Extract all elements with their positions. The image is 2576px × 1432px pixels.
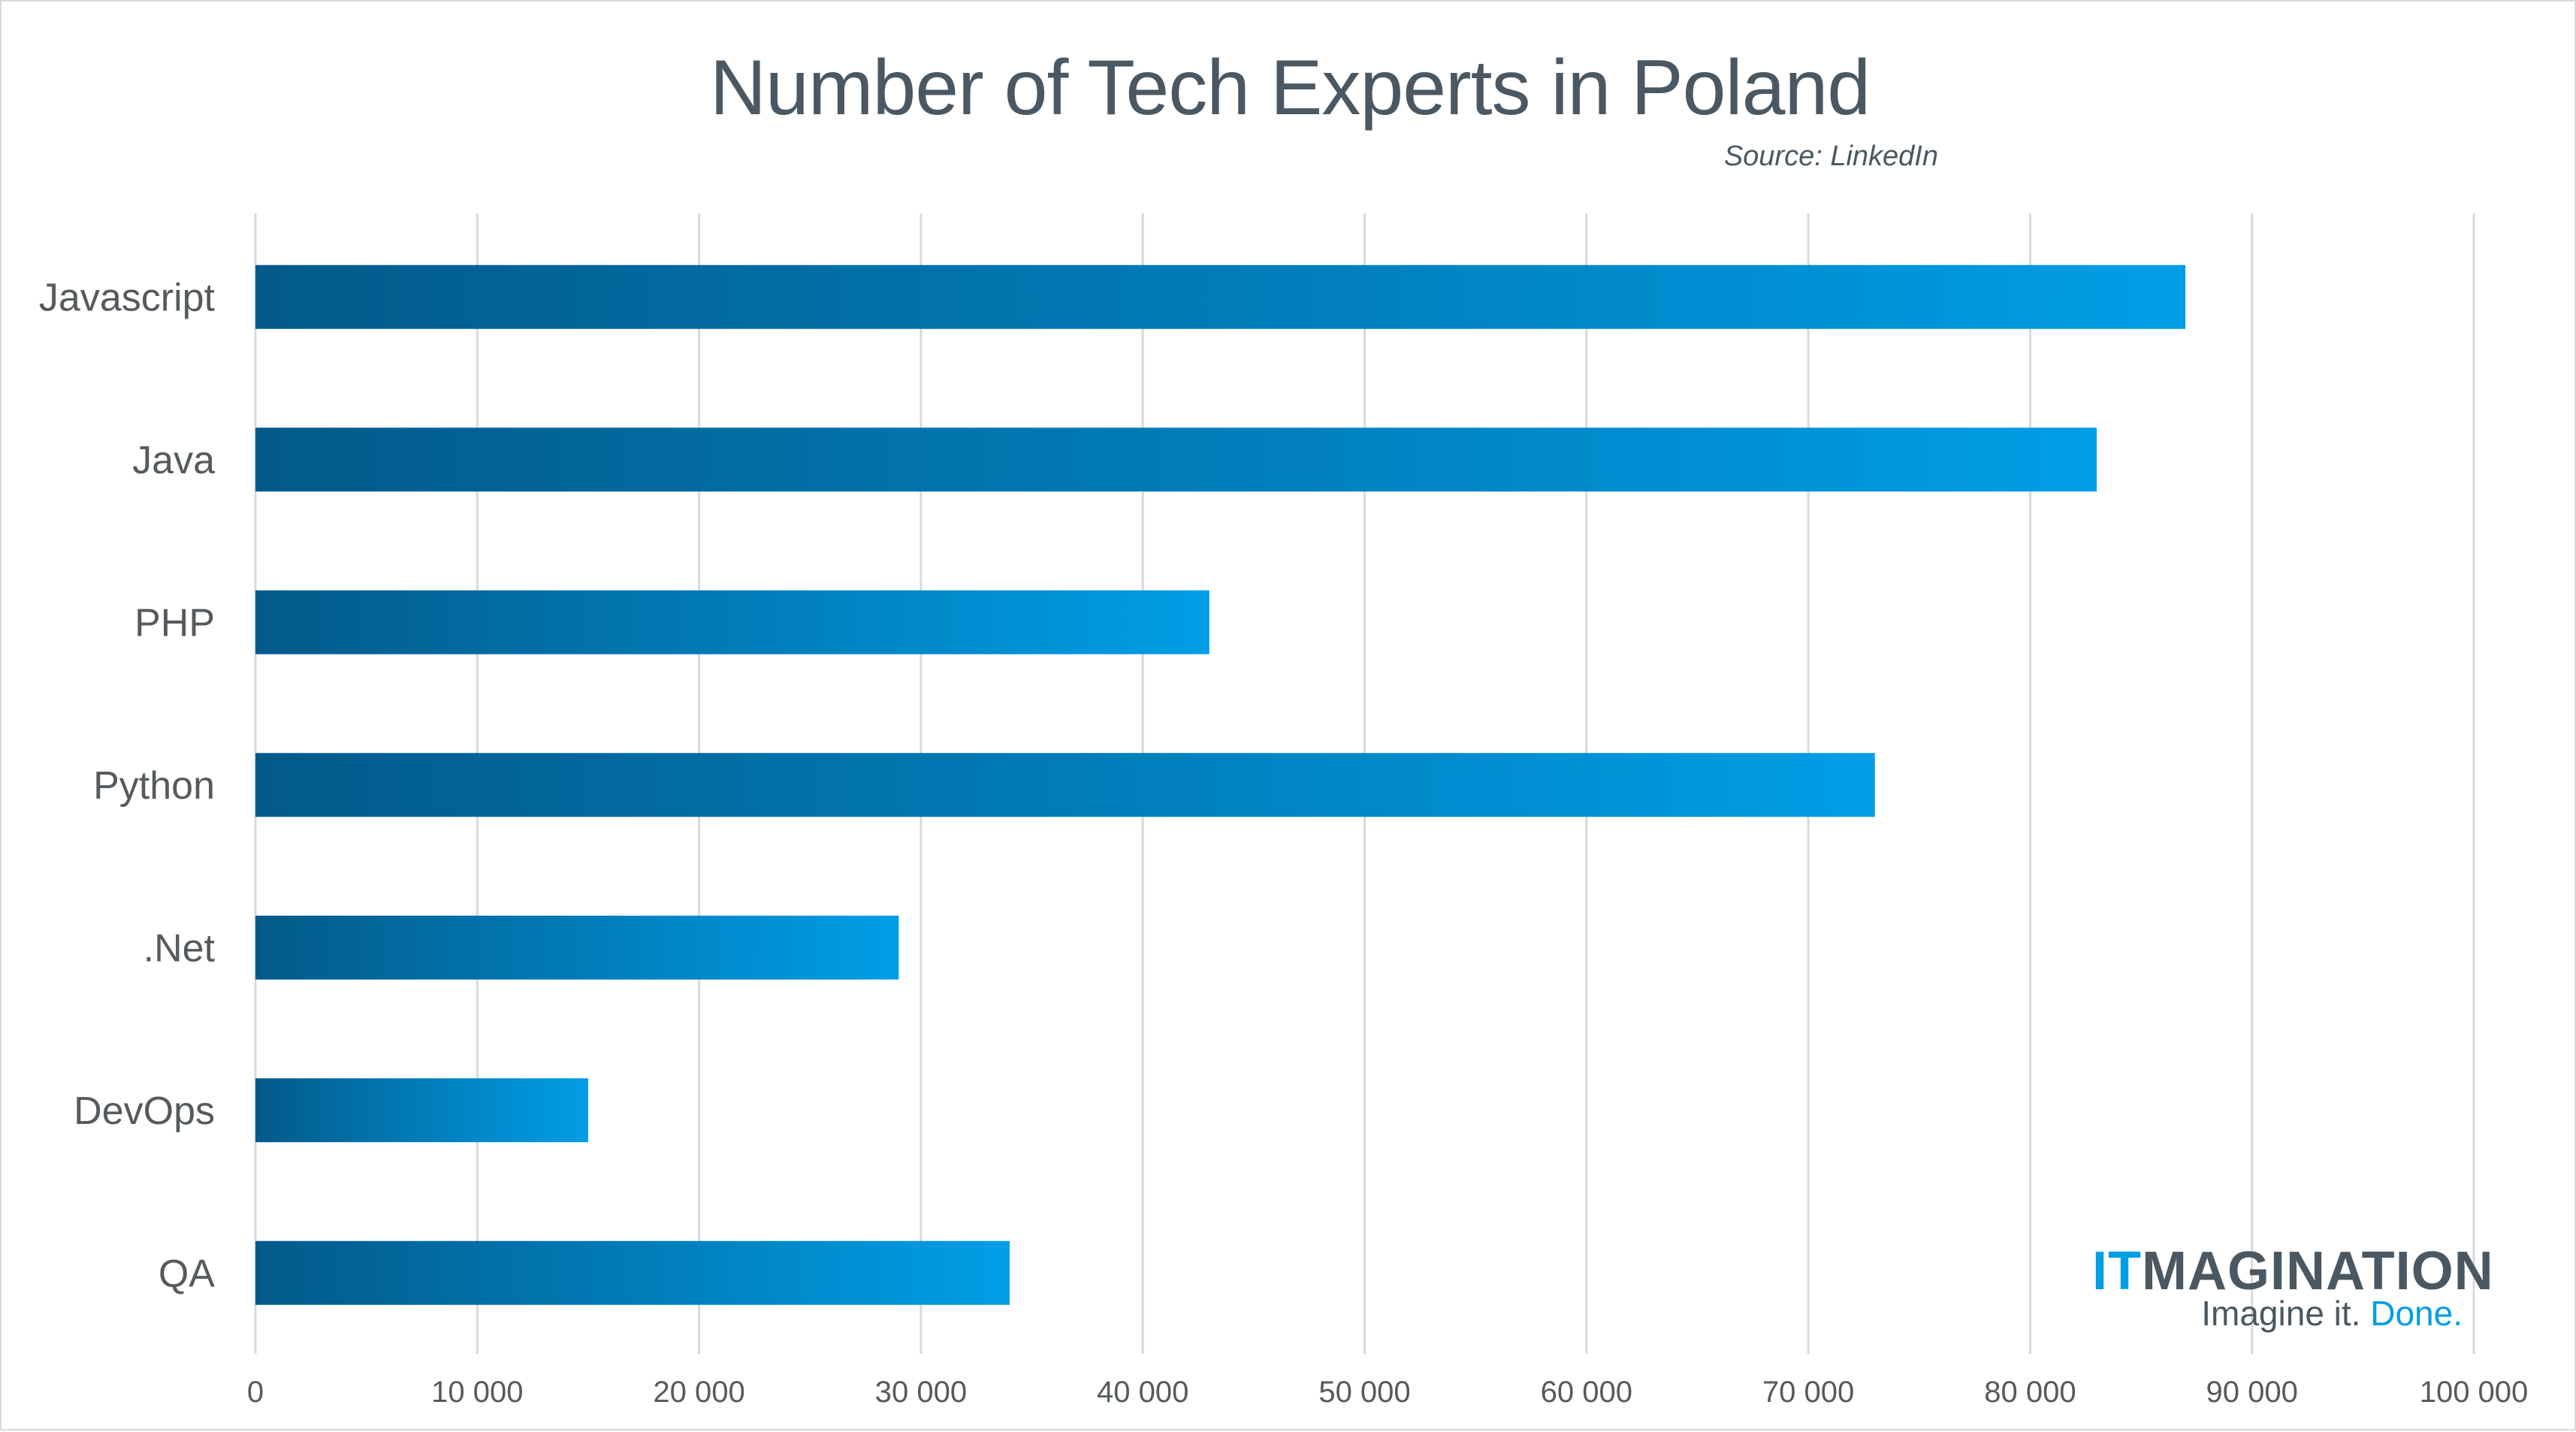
logo-rest: MAGINATION <box>2142 1241 2494 1301</box>
category-label: Python <box>93 764 215 808</box>
chart-source: Source: LinkedIn <box>1724 140 1938 172</box>
x-tick-label: 70 000 <box>1762 1376 1854 1409</box>
x-tick-label: 90 000 <box>2206 1376 2298 1409</box>
x-tick-label: 40 000 <box>1097 1376 1188 1409</box>
x-axis-tick-labels: 0 10 000 20 000 30 000 40 000 50 000 60 000 70 … <box>247 1376 2528 1409</box>
logo-tagline-accent: Done. <box>2370 1294 2463 1333</box>
x-tick-label: 80 000 <box>1984 1376 2076 1409</box>
x-tick-label: 30 000 <box>875 1376 967 1409</box>
category-label: DevOps <box>74 1089 215 1133</box>
bar-net <box>255 915 899 980</box>
x-tick-label: 10 000 <box>431 1376 523 1409</box>
category-label: PHP <box>134 601 215 645</box>
chart-title: Number of Tech Experts in Poland <box>710 44 1870 131</box>
company-logo: ITMAGINATION Imagine it. Done. <box>2092 1241 2494 1333</box>
category-label: QA <box>159 1252 215 1295</box>
bar-devops <box>255 1078 588 1143</box>
bar-php <box>255 590 1209 654</box>
svg-text:Imagine it. Done.: Imagine it. Done. <box>2201 1294 2463 1333</box>
x-tick-label: 100 000 <box>2420 1376 2529 1409</box>
category-label: .Net <box>143 926 216 970</box>
bar-javascript <box>255 264 2186 329</box>
bar-qa <box>255 1240 1010 1305</box>
svg-text:ITMAGINATION: ITMAGINATION <box>2092 1241 2494 1301</box>
x-tick-label: 20 000 <box>653 1376 744 1409</box>
logo-prefix: IT <box>2092 1241 2142 1301</box>
bar-java <box>255 427 2097 492</box>
category-label: Java <box>132 439 215 482</box>
x-tick-label: 50 000 <box>1318 1376 1410 1409</box>
bar-python <box>255 753 1875 817</box>
x-tick-label: 0 <box>247 1376 264 1409</box>
bars <box>255 264 2186 1305</box>
x-tick-label: 60 000 <box>1541 1376 1632 1409</box>
category-label: Javascript <box>39 276 216 319</box>
logo-tagline: Imagine it. <box>2201 1294 2370 1333</box>
category-labels: Javascript Java PHP Python .Net DevOps QA <box>39 276 216 1295</box>
